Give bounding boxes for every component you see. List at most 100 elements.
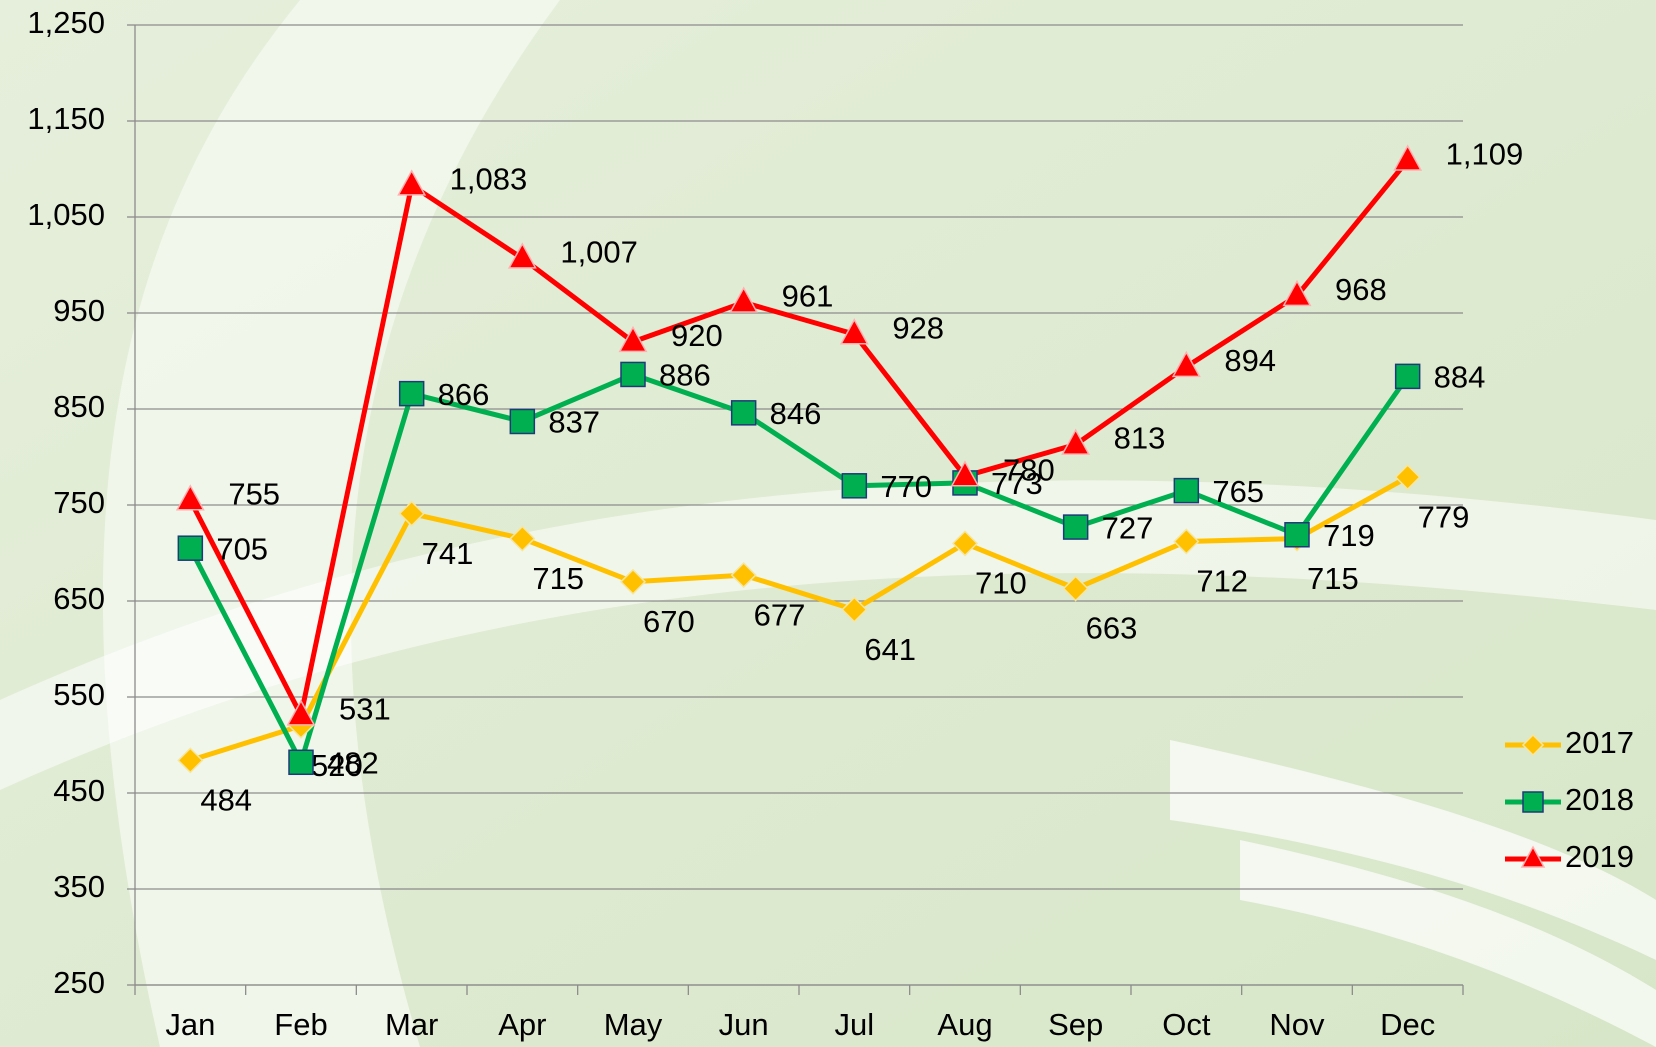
marker: [1171, 350, 1201, 378]
marker: [1062, 575, 1089, 602]
marker: [841, 596, 868, 623]
x-tick-label: Dec: [1380, 1007, 1435, 1042]
series-line: [188, 371, 1410, 765]
swoosh: [0, 480, 1656, 790]
series-line: [189, 474, 1409, 763]
y-tick-label: 950: [53, 293, 105, 328]
data-label: 741: [422, 536, 474, 571]
data-label: 641: [864, 632, 916, 667]
data-label: 712: [1196, 564, 1248, 599]
data-label: 1,109: [1446, 137, 1524, 172]
data-label: 780: [1003, 452, 1055, 487]
data-label: 884: [1434, 360, 1486, 395]
data-label: 727: [1102, 510, 1154, 545]
data-label: 813: [1114, 421, 1166, 456]
marker: [620, 361, 646, 388]
marker: [839, 318, 869, 345]
data-label: 765: [1212, 474, 1264, 509]
x-tick-label: Jan: [165, 1007, 215, 1042]
marker: [507, 242, 537, 269]
marker: [398, 500, 425, 527]
data-label: 484: [200, 783, 252, 818]
data-label: 663: [1086, 611, 1138, 646]
marker: [619, 568, 647, 595]
swoosh: [102, 0, 560, 1047]
y-tick-label: 1,150: [27, 101, 105, 136]
swoosh: [1170, 740, 1656, 960]
y-tick-label: 350: [53, 869, 105, 904]
marker: [177, 535, 204, 561]
y-tick-label: 750: [53, 485, 105, 520]
data-label: 1,083: [450, 162, 528, 197]
marker: [1394, 363, 1421, 390]
legend-label: 2019: [1565, 839, 1634, 874]
data-label: 928: [892, 310, 944, 345]
data-label: 770: [880, 469, 932, 504]
marker: [1284, 522, 1310, 548]
x-tick-label: Mar: [385, 1007, 438, 1042]
data-label: 1,007: [560, 234, 638, 269]
y-tick-label: 1,050: [27, 197, 105, 232]
marker: [1521, 733, 1545, 757]
marker: [950, 460, 980, 487]
marker: [398, 380, 425, 407]
data-label: 520: [311, 748, 363, 783]
x-tick-label: Feb: [274, 1007, 327, 1042]
x-tick-label: Sep: [1048, 1007, 1103, 1042]
data-label: 968: [1335, 272, 1387, 307]
marker: [288, 749, 314, 776]
data-label: 920: [671, 318, 723, 353]
marker: [1061, 428, 1091, 455]
marker: [730, 400, 757, 426]
marker: [1062, 514, 1089, 540]
data-label: 886: [659, 358, 711, 393]
x-tick-label: Oct: [1162, 1007, 1211, 1042]
y-tick-label: 850: [53, 389, 105, 424]
data-label: 719: [1323, 518, 1375, 553]
data-label: 715: [532, 561, 584, 596]
data-label: 866: [438, 377, 490, 412]
marker: [397, 169, 427, 196]
x-tick-label: Jul: [835, 1007, 875, 1042]
data-label: 677: [754, 597, 806, 632]
data-label: 846: [770, 396, 822, 431]
marker: [841, 473, 868, 499]
data-label: 779: [1418, 499, 1470, 534]
data-label: 710: [975, 566, 1027, 601]
marker: [175, 484, 205, 511]
legend-label: 2018: [1565, 782, 1634, 817]
data-label: 705: [216, 531, 268, 566]
y-tick-label: 550: [53, 677, 105, 712]
marker: [286, 699, 316, 726]
marker: [1393, 144, 1423, 171]
x-tick-label: Jun: [719, 1007, 769, 1042]
data-label: 773: [991, 466, 1043, 501]
marker: [951, 530, 979, 557]
y-tick-label: 650: [53, 581, 105, 616]
data-label: 482: [327, 745, 379, 780]
swoosh: [1240, 840, 1656, 1047]
data-label: 715: [1307, 561, 1359, 596]
marker: [509, 525, 536, 552]
marker: [1520, 845, 1546, 868]
marker: [1394, 464, 1421, 491]
legend-label: 2017: [1565, 725, 1634, 760]
y-tick-label: 250: [53, 965, 105, 1000]
marker: [1282, 279, 1312, 307]
y-tick-label: 450: [53, 773, 105, 808]
x-tick-label: Apr: [498, 1007, 546, 1042]
marker: [509, 408, 536, 435]
series-line: [188, 158, 1410, 718]
x-tick-label: Nov: [1269, 1007, 1325, 1042]
x-tick-label: Aug: [937, 1007, 992, 1042]
marker: [618, 325, 648, 353]
data-label: 894: [1224, 343, 1276, 378]
data-label: 531: [339, 691, 391, 726]
data-label: 755: [228, 476, 280, 511]
x-tick-label: May: [604, 1007, 663, 1042]
marker: [177, 747, 204, 774]
data-label: 670: [643, 604, 695, 639]
y-tick-label: 1,250: [27, 5, 105, 40]
marker: [1173, 477, 1200, 504]
